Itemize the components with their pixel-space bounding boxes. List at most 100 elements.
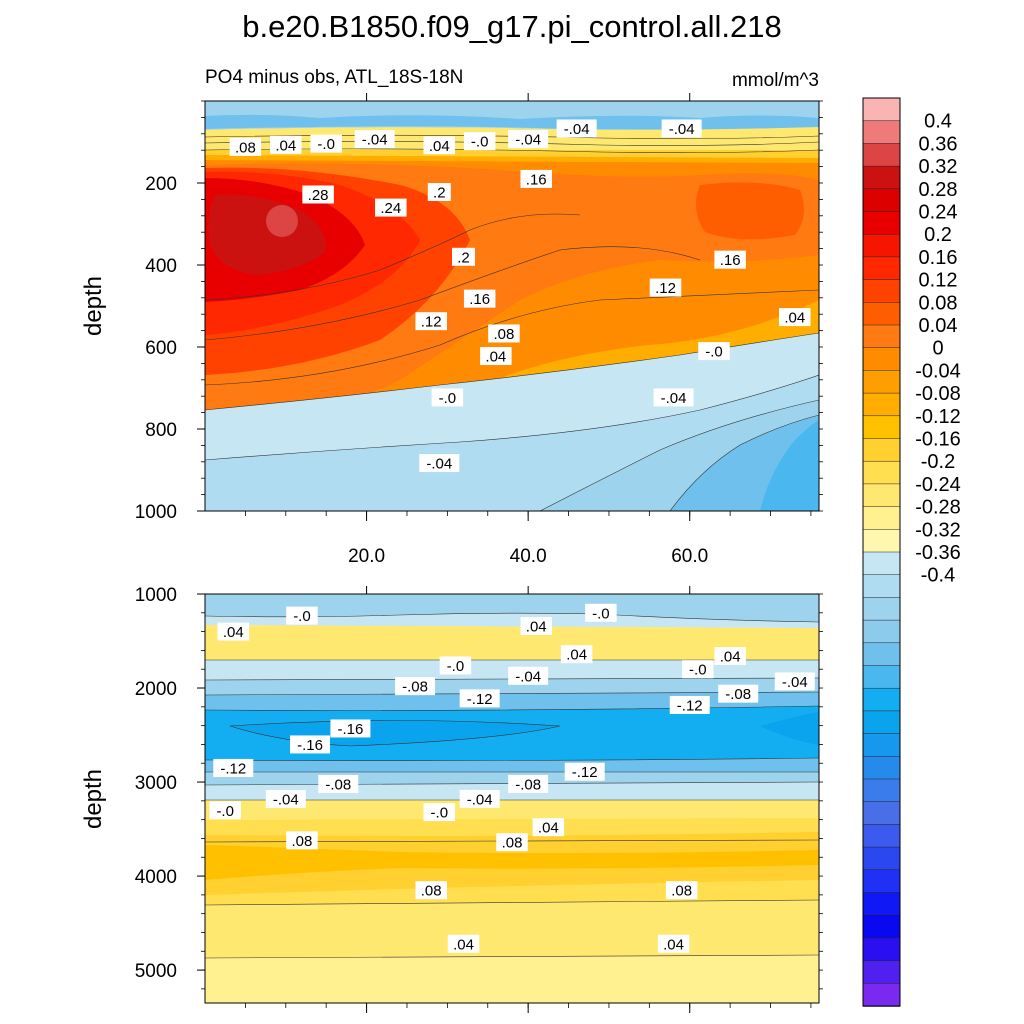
lower-field-bottom-yellow bbox=[205, 900, 819, 958]
contour-label-text: .12 bbox=[655, 280, 676, 297]
lower-contour-label: -.0 bbox=[682, 660, 714, 679]
contour-label-text: .08 bbox=[421, 883, 442, 900]
contour-label-text: -.08 bbox=[725, 686, 751, 703]
contour-label-box bbox=[463, 289, 496, 308]
lower-contour-label: -.0 bbox=[585, 603, 617, 622]
upper-contour-line bbox=[205, 332, 819, 411]
colorbar-swatch bbox=[862, 438, 901, 462]
contour-label-text: -.0 bbox=[705, 344, 723, 361]
contour-label-box bbox=[459, 689, 500, 708]
upper-x-tick-label: 40.0 bbox=[510, 546, 547, 567]
contour-label-box bbox=[439, 656, 472, 675]
colorbar-swatch bbox=[862, 392, 901, 417]
lower-contour-line bbox=[205, 691, 819, 696]
contour-label-box bbox=[718, 684, 759, 703]
colorbar-label: 0.36 bbox=[919, 133, 958, 155]
contour-label-box bbox=[665, 881, 698, 900]
contour-label-text: -.08 bbox=[325, 776, 351, 793]
contour-label-text: .08 bbox=[502, 835, 523, 852]
colorbar-swatch bbox=[862, 483, 901, 508]
contour-label-text: -.04 bbox=[661, 390, 687, 407]
colorbar-swatch bbox=[862, 619, 901, 644]
upper-contour-label: -.0 bbox=[463, 132, 496, 151]
lower-contour-line bbox=[205, 757, 819, 761]
colorbar-label: -0.32 bbox=[915, 519, 961, 541]
lower-contour-label: -.12 bbox=[459, 689, 500, 708]
units-label: mmol/m^3 bbox=[732, 70, 819, 91]
contour-label-text: -.04 bbox=[467, 791, 493, 808]
contour-label-box bbox=[427, 183, 451, 202]
upper-field-deep-right-patch bbox=[696, 182, 804, 240]
contour-label-text: .08 bbox=[493, 326, 514, 343]
lower-contour-label: .04 bbox=[520, 616, 552, 635]
colorbar-swatch bbox=[862, 529, 901, 553]
contour-label-box bbox=[560, 645, 593, 664]
upper-plot-frame bbox=[204, 100, 820, 512]
contour-label-box bbox=[698, 342, 730, 361]
lower-y-tick-label: 5000 bbox=[135, 961, 177, 982]
colorbar-swatch bbox=[862, 324, 901, 349]
colorbar-swatch bbox=[862, 256, 901, 281]
contour-label-box bbox=[774, 672, 815, 691]
lower-field-deep-orange bbox=[205, 845, 819, 880]
contour-label-box bbox=[286, 606, 318, 625]
upper-x-ticks: 20.0 40.0 60.0 bbox=[244, 93, 812, 567]
upper-contour-line bbox=[669, 414, 819, 511]
colorbar-label: -0.2 bbox=[921, 451, 955, 473]
contour-label-text: .16 bbox=[526, 171, 547, 188]
lower-field-bottom bbox=[205, 955, 819, 1003]
colorbar-label: -0.28 bbox=[915, 497, 961, 519]
lower-field-top-blue bbox=[205, 594, 819, 622]
contour-label-text: .04 bbox=[453, 936, 474, 953]
colorbar-swatch bbox=[862, 165, 901, 190]
colorbar-swatch bbox=[862, 188, 901, 213]
contour-label-text: .04 bbox=[663, 936, 684, 953]
lower-contour-label: .08 bbox=[286, 831, 318, 850]
contour-label-box bbox=[649, 278, 682, 297]
colorbar-swatch bbox=[862, 983, 901, 1007]
contour-label-box bbox=[669, 695, 710, 714]
contour-label-box bbox=[229, 137, 262, 156]
upper-y-tick-label: 200 bbox=[145, 174, 177, 195]
contour-label-text: -.16 bbox=[337, 721, 363, 738]
contour-label-text: -.04 bbox=[362, 132, 388, 149]
colorbar-swatch bbox=[862, 211, 901, 235]
contour-label-text: .04 bbox=[429, 138, 450, 155]
lower-contour-label: -.04 bbox=[459, 789, 500, 808]
contour-label-text: -.12 bbox=[467, 691, 493, 708]
lower-contour-label: -.16 bbox=[330, 719, 371, 738]
colorbar-swatch bbox=[862, 233, 901, 258]
colorbar-swatch bbox=[862, 506, 901, 531]
colorbar-swatch bbox=[862, 937, 901, 962]
colorbar-label: 0.4 bbox=[924, 111, 952, 133]
upper-contour-label: .28 bbox=[302, 185, 334, 204]
figure-title: b.e20.B1850.f09_g17.pi_control.all.218 bbox=[242, 9, 782, 44]
contour-label-box bbox=[459, 789, 500, 808]
contour-label-text: .2 bbox=[433, 185, 446, 202]
upper-contour-label: .12 bbox=[415, 312, 447, 331]
lower-contour-label: -.0 bbox=[286, 606, 318, 625]
upper-contour-line bbox=[205, 246, 701, 341]
contour-label-text: -.08 bbox=[515, 776, 541, 793]
lower-contour-label: -.0 bbox=[439, 656, 472, 675]
contour-label-box bbox=[415, 881, 447, 900]
contour-label-text: .04 bbox=[275, 137, 296, 154]
contour-label-text: .08 bbox=[671, 883, 692, 900]
contour-label-box bbox=[286, 831, 318, 850]
contour-label-text: -.0 bbox=[293, 608, 311, 625]
lower-contour-label: .04 bbox=[532, 818, 565, 837]
contour-label-text: .04 bbox=[526, 618, 547, 635]
contour-label-box bbox=[290, 735, 331, 754]
panel-subtitle: PO4 minus obs, ATL_18S-18N bbox=[205, 67, 463, 88]
contour-label-text: -.04 bbox=[273, 791, 299, 808]
lower-contour-label: -.08 bbox=[508, 774, 549, 793]
upper-y-axis-label: depth bbox=[80, 276, 107, 336]
contour-label-text: .24 bbox=[380, 200, 401, 217]
lower-contour-line bbox=[205, 954, 819, 959]
colorbar-label: -0.24 bbox=[915, 474, 961, 496]
contour-label-text: .04 bbox=[566, 647, 587, 664]
contour-label-box bbox=[431, 388, 464, 407]
contour-label-text: -.12 bbox=[220, 760, 246, 777]
lower-contour-label: .04 bbox=[217, 622, 250, 641]
lower-panel: depth 1000 2000 3000 4000 5000 -.0 .04 .04 -.0.… bbox=[80, 585, 823, 1013]
